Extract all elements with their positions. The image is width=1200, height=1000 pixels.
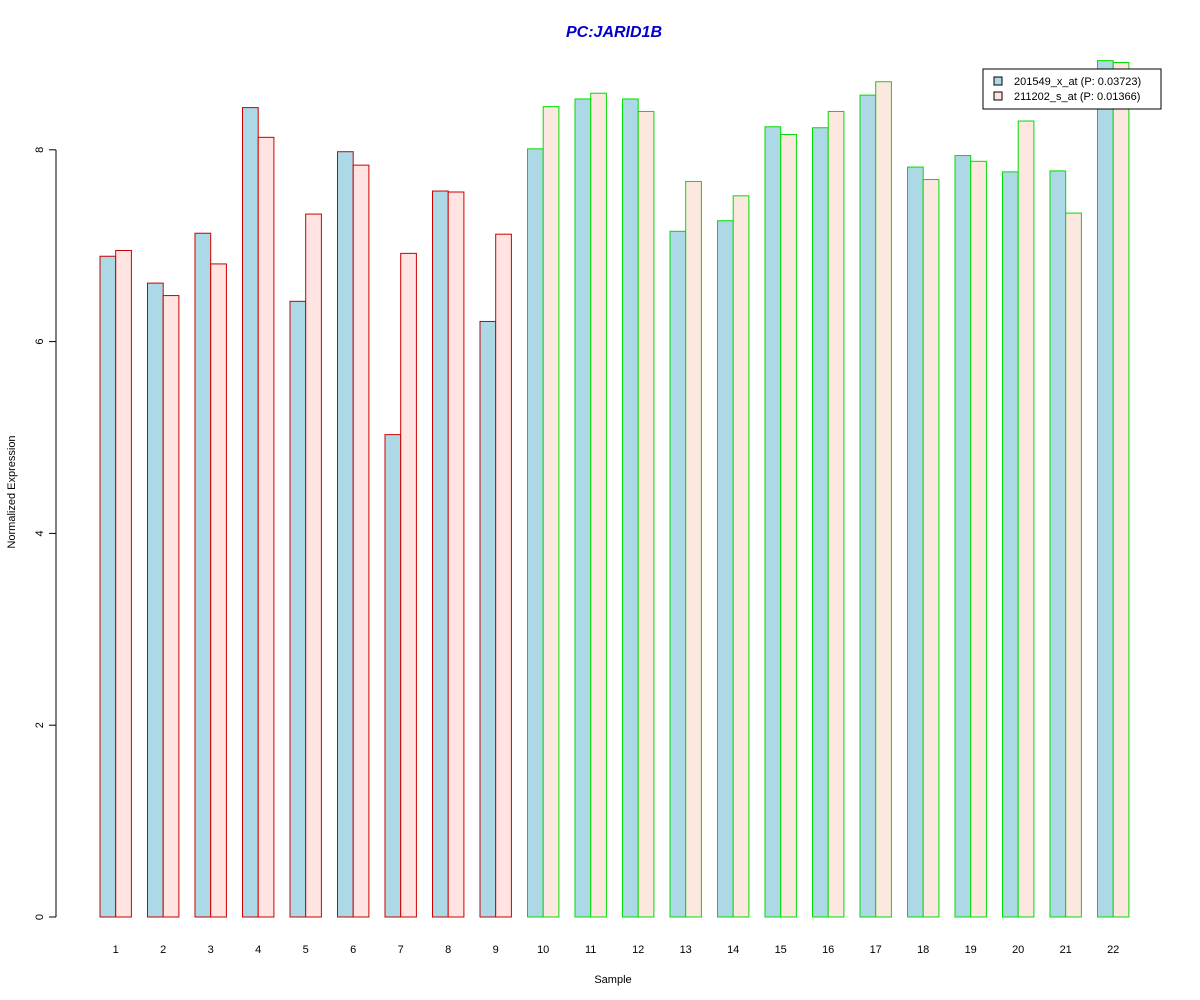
- bar-sample-19-series-2: [970, 160, 987, 918]
- bar-sample-5-series-2: [305, 213, 322, 918]
- legend-box: [982, 68, 1162, 110]
- bar-sample-17-series-2: [875, 81, 892, 918]
- bar-sample-7-series-2: [400, 252, 417, 918]
- bar-sample-13-series-1: [669, 230, 687, 918]
- bar-sample-12-series-1: [622, 98, 639, 918]
- x-tick-label: 19: [965, 944, 977, 956]
- bar-sample-13-series-2: [685, 180, 702, 918]
- x-tick-label: 3: [208, 944, 214, 956]
- x-tick-label: 7: [398, 944, 404, 956]
- bar-sample-3-series-2: [210, 263, 227, 918]
- bar-sample-9-series-2: [495, 233, 512, 918]
- bar-sample-6-series-2: [352, 164, 370, 918]
- bar-sample-21-series-1: [1049, 170, 1067, 918]
- bar-sample-18-series-1: [907, 166, 924, 918]
- bars: [99, 60, 1130, 918]
- x-tick-label: 18: [917, 944, 929, 956]
- x-tick-label: 17: [870, 944, 882, 956]
- legend-swatch: [993, 91, 1003, 101]
- bar-sample-18-series-2: [922, 179, 940, 918]
- bar-sample-16-series-1: [812, 127, 829, 918]
- x-tick-label: 15: [775, 944, 787, 956]
- bar-sample-21-series-2: [1065, 212, 1082, 918]
- bar-sample-12-series-2: [637, 110, 655, 918]
- legend-label: 201549_x_at (P: 0.03723): [1014, 76, 1141, 88]
- bar-sample-17-series-1: [859, 94, 877, 918]
- x-tick-label: 4: [255, 944, 261, 956]
- bar-sample-7-series-1: [384, 434, 402, 918]
- bar-sample-8-series-1: [432, 190, 449, 918]
- x-tick-label: 22: [1107, 944, 1119, 956]
- bar-sample-16-series-2: [827, 110, 845, 918]
- bar-sample-1-series-1: [99, 255, 117, 918]
- bar-sample-11-series-1: [574, 98, 592, 918]
- x-tick-label: 21: [1060, 944, 1072, 956]
- y-tick-label: 8: [34, 147, 46, 153]
- x-tick-label: 6: [350, 944, 356, 956]
- bar-sample-22-series-1: [1097, 60, 1114, 918]
- bar-sample-11-series-2: [590, 92, 607, 918]
- bar-sample-10-series-1: [527, 148, 544, 918]
- x-tick-label: 1: [113, 944, 119, 956]
- bar-sample-14-series-2: [732, 195, 750, 918]
- bar-sample-2-series-1: [147, 282, 164, 918]
- bar-sample-20-series-2: [1017, 120, 1035, 918]
- y-axis: 0 2 4 6 8: [34, 147, 57, 920]
- y-axis-label: Normalized Expression: [6, 435, 18, 548]
- legend-swatch: [993, 76, 1003, 86]
- legend: 201549_x_at (P: 0.03723) 211202_s_at (P: …: [982, 68, 1162, 110]
- x-tick-labels: 1 2 3 4 5 6 7 8 9 10 11 12 13 14 15 16 17 18 19 20 21 22: [113, 944, 1120, 956]
- x-tick-label: 12: [632, 944, 644, 956]
- bar-sample-2-series-2: [162, 295, 180, 918]
- x-tick-label: 9: [493, 944, 499, 956]
- x-tick-label: 2: [160, 944, 166, 956]
- bar-sample-20-series-1: [1002, 171, 1019, 918]
- x-tick-label: 10: [537, 944, 549, 956]
- x-tick-label: 20: [1012, 944, 1024, 956]
- legend-label: 211202_s_at (P: 0.01366): [1014, 91, 1140, 103]
- bar-sample-22-series-2: [1112, 62, 1130, 918]
- x-tick-label: 14: [727, 944, 739, 956]
- y-tick-label: 2: [34, 722, 46, 728]
- bar-sample-19-series-1: [954, 155, 972, 918]
- x-axis-label: Sample: [594, 974, 631, 986]
- x-tick-label: 13: [680, 944, 692, 956]
- bar-sample-14-series-1: [717, 220, 734, 918]
- bar-sample-8-series-2: [447, 191, 465, 918]
- bar-sample-6-series-1: [337, 151, 354, 918]
- x-tick-label: 11: [585, 944, 596, 956]
- chart-title: PC:JARID1B: [566, 24, 662, 41]
- bar-sample-4-series-1: [242, 107, 259, 918]
- y-tick-label: 6: [34, 339, 46, 345]
- x-tick-label: 5: [303, 944, 309, 956]
- bar-sample-5-series-1: [289, 300, 307, 918]
- y-tick-label: 4: [34, 530, 46, 536]
- x-tick-label: 8: [445, 944, 451, 956]
- bar-sample-15-series-2: [780, 133, 797, 918]
- bar-sample-1-series-2: [115, 249, 132, 918]
- bar-sample-4-series-2: [257, 136, 275, 918]
- bar-sample-10-series-2: [542, 106, 560, 918]
- y-tick-label: 0: [34, 914, 46, 920]
- bar-sample-15-series-1: [764, 126, 782, 918]
- x-tick-label: 16: [822, 944, 834, 956]
- bar-sample-3-series-1: [194, 232, 212, 918]
- bar-sample-9-series-1: [479, 320, 497, 918]
